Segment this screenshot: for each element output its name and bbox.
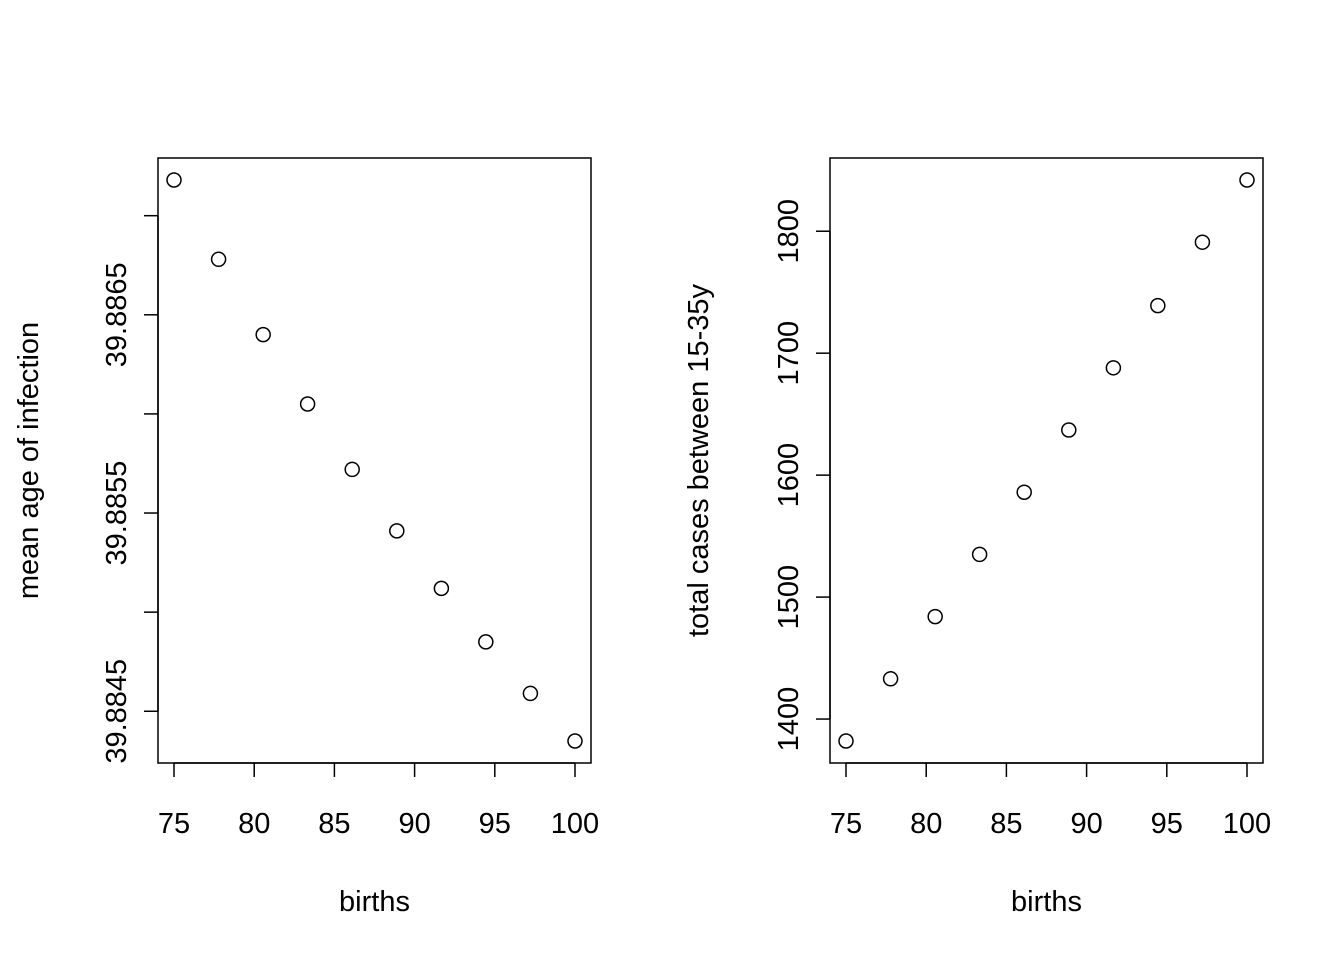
data-point <box>344 461 360 478</box>
data-point <box>1016 484 1032 500</box>
data-point <box>299 396 316 412</box>
plot-frame <box>157 157 592 764</box>
x-tick-label: 80 <box>238 808 270 840</box>
x-tick-label: 90 <box>1070 808 1102 840</box>
data-point <box>166 172 182 188</box>
x-tick-label: 85 <box>318 808 350 840</box>
y-tick-label: 39.8845 <box>101 659 133 764</box>
y-tick-label: 39.8865 <box>101 262 133 367</box>
y-tick-label: 1800 <box>773 199 805 264</box>
x-axis-label: births <box>339 886 410 918</box>
data-point <box>1061 422 1077 438</box>
plot-frame <box>829 157 1264 764</box>
data-point <box>1239 172 1255 188</box>
data-point <box>522 685 539 702</box>
data-point <box>1105 360 1122 376</box>
data-point <box>567 733 583 749</box>
x-tick-label: 95 <box>479 808 511 840</box>
panel-left: 75 80 85 90 95 100 39.8845 39.8855 39.8865 births… <box>13 157 599 918</box>
data-point <box>210 251 227 268</box>
y-axis-label: mean age of infection <box>13 322 45 599</box>
y-tick-label: 1600 <box>773 443 805 508</box>
x-tick-label: 75 <box>830 808 862 840</box>
x-tick-label: 95 <box>1151 808 1183 840</box>
x-tick-label: 80 <box>910 808 942 840</box>
x-tick-label: 90 <box>398 808 430 840</box>
x-axis-label: births <box>1011 886 1082 918</box>
data-point <box>389 523 405 539</box>
x-tick-label: 75 <box>158 808 190 840</box>
panel-right: 75 80 85 90 95 100 1400 1500 1600 1700 1800 births t… <box>683 157 1271 918</box>
data-point <box>1150 297 1166 314</box>
x-tick-label: 100 <box>551 808 599 840</box>
y-tick-label: 1700 <box>773 321 805 386</box>
data-point <box>255 326 271 343</box>
data-point <box>433 580 450 597</box>
y-tick-label: 1500 <box>773 565 805 630</box>
data-point <box>1194 234 1211 250</box>
y-tick-label: 39.8855 <box>101 461 133 566</box>
y-tick-label: 1400 <box>773 687 805 752</box>
data-point <box>971 546 988 563</box>
y-axis-label: total cases between 15-35y <box>683 283 715 637</box>
data-point <box>838 733 854 749</box>
x-tick-label: 85 <box>990 808 1022 840</box>
data-point <box>478 634 494 650</box>
data-point <box>882 671 899 687</box>
x-tick-label: 100 <box>1223 808 1271 840</box>
data-point <box>927 608 943 625</box>
